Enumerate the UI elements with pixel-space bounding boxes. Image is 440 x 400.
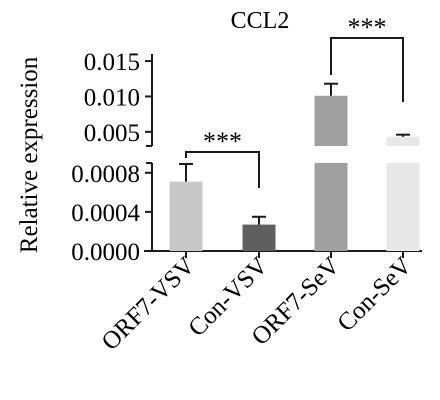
y-tick-label: 0.005 bbox=[84, 120, 140, 147]
bar-ORF7-SeV bbox=[314, 95, 348, 146]
x-tick-label: ORF7-VSV bbox=[97, 252, 201, 356]
bar-Con-VSV bbox=[242, 224, 276, 251]
bar-ORF7-SeV-lower bbox=[314, 163, 348, 251]
significance-label: *** bbox=[348, 13, 387, 42]
y-axis-label: Relative expression bbox=[16, 56, 43, 253]
significance-bracket bbox=[185, 151, 260, 188]
significance-bracket bbox=[330, 37, 404, 102]
bar-Con-SeV-lower bbox=[386, 163, 420, 251]
y-tick-label: 0.0004 bbox=[71, 200, 140, 227]
x-tick-label: Con-SeV bbox=[332, 252, 417, 337]
y-tick-label: 0.0008 bbox=[71, 161, 140, 188]
y-tick-label: 0.010 bbox=[84, 84, 140, 111]
y-tick-label: 0.0000 bbox=[71, 239, 140, 266]
y-tick-label: 0.015 bbox=[84, 49, 140, 76]
bar-Con-SeV bbox=[386, 136, 420, 146]
significance-label: *** bbox=[203, 127, 242, 156]
bar-ORF7-VSV bbox=[169, 181, 203, 251]
chart-title: CCL2 bbox=[231, 8, 290, 34]
